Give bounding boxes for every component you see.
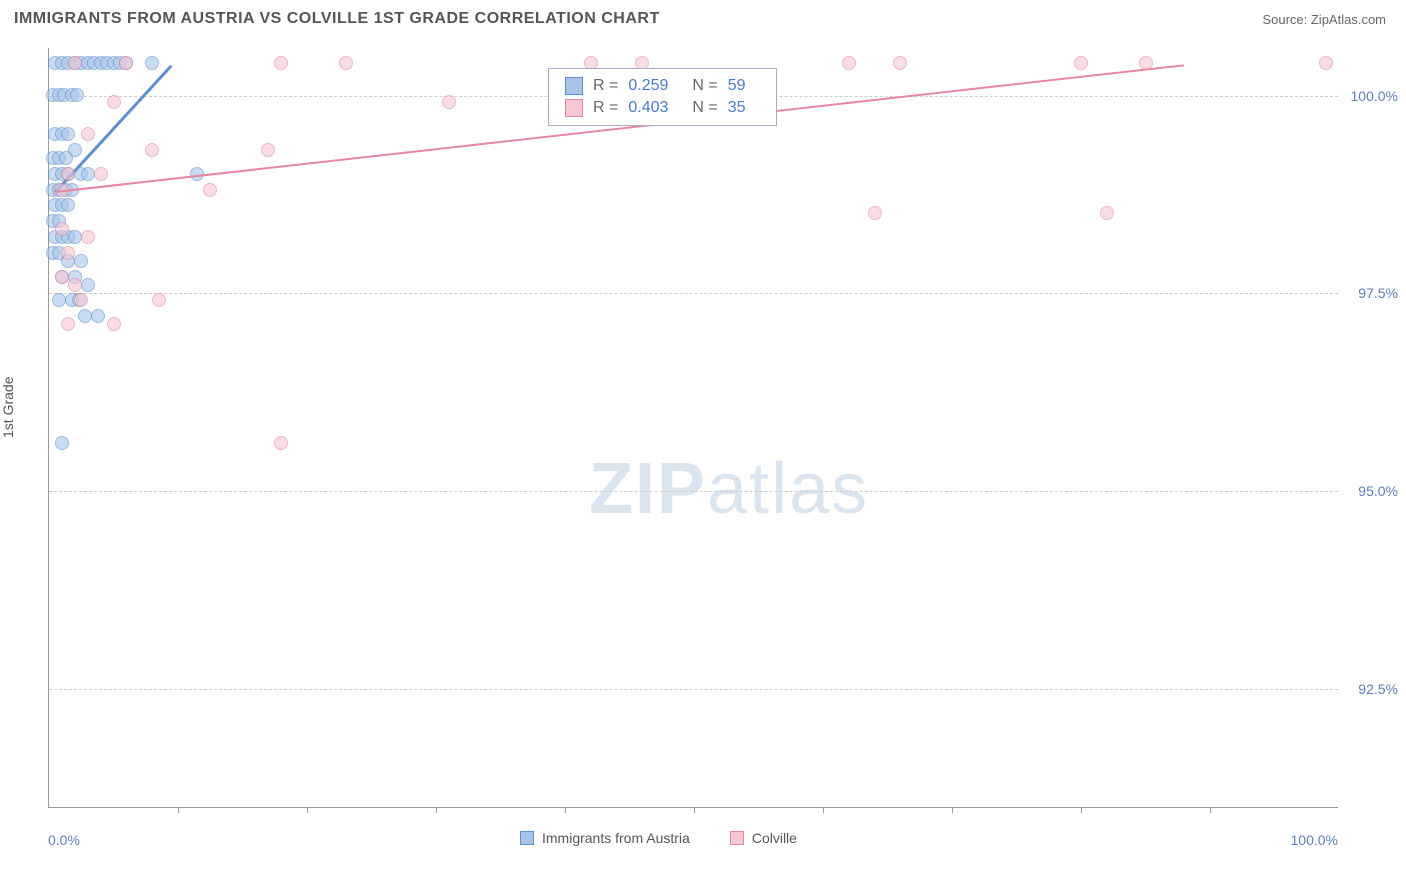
scatter-point (68, 56, 82, 70)
scatter-point (55, 436, 69, 450)
scatter-point (893, 56, 907, 70)
legend-label: Immigrants from Austria (542, 830, 690, 846)
scatter-point (55, 222, 69, 236)
xaxis-max-label: 100.0% (1291, 832, 1338, 848)
scatter-point (61, 198, 75, 212)
watermark-zip: ZIP (589, 449, 707, 529)
chart-title: IMMIGRANTS FROM AUSTRIA VS COLVILLE 1ST … (14, 10, 660, 28)
scatter-point (152, 293, 166, 307)
scatter-point (203, 183, 217, 197)
xtick (823, 807, 824, 813)
stats-r-value: 0.259 (628, 77, 668, 95)
legend-label: Colville (752, 830, 797, 846)
chart-header: IMMIGRANTS FROM AUSTRIA VS COLVILLE 1ST … (0, 0, 1406, 36)
scatter-point (145, 143, 159, 157)
scatter-point (61, 246, 75, 260)
scatter-point (61, 167, 75, 181)
xtick (1081, 807, 1082, 813)
gridline (49, 293, 1338, 294)
xtick (307, 807, 308, 813)
stats-n-value: 59 (728, 77, 746, 95)
ytick-label: 100.0% (1351, 88, 1398, 104)
scatter-point (107, 95, 121, 109)
scatter-point (61, 127, 75, 141)
scatter-point (274, 56, 288, 70)
scatter-point (868, 206, 882, 220)
ytick-label: 97.5% (1358, 285, 1398, 301)
legend-item: Colville (730, 830, 797, 846)
scatter-point (74, 254, 88, 268)
scatter-point (94, 167, 108, 181)
xtick (565, 807, 566, 813)
source-label: Source: ZipAtlas.com (1262, 12, 1386, 27)
scatter-point (68, 278, 82, 292)
scatter-point (52, 293, 66, 307)
gridline (49, 689, 1338, 690)
stats-row: R = 0.259 N = 59 (565, 75, 760, 97)
scatter-point (78, 309, 92, 323)
xtick (1210, 807, 1211, 813)
scatter-point (1100, 206, 1114, 220)
xtick (952, 807, 953, 813)
scatter-point (81, 127, 95, 141)
scatter-point (61, 317, 75, 331)
stats-n-label: N = (692, 99, 717, 117)
xtick (178, 807, 179, 813)
scatter-point (55, 270, 69, 284)
scatter-point (74, 293, 88, 307)
stats-box: R = 0.259 N = 59 R = 0.403 N = 35 (548, 68, 777, 126)
scatter-point (274, 436, 288, 450)
scatter-point (59, 151, 73, 165)
watermark: ZIPatlas (589, 448, 869, 530)
scatter-point (1074, 56, 1088, 70)
scatter-point (68, 230, 82, 244)
scatter-point (81, 167, 95, 181)
scatter-point (842, 56, 856, 70)
chart-plot-area: ZIPatlas 92.5%95.0%97.5%100.0% (48, 48, 1338, 808)
scatter-point (81, 230, 95, 244)
scatter-point (107, 317, 121, 331)
ytick-label: 95.0% (1358, 483, 1398, 499)
stats-r-label: R = (593, 99, 618, 117)
stats-n-value: 35 (728, 99, 746, 117)
watermark-atlas: atlas (707, 449, 869, 529)
stats-swatch (565, 77, 583, 95)
legend-swatch (730, 831, 744, 845)
yaxis-title: 1st Grade (0, 377, 16, 438)
xtick (694, 807, 695, 813)
gridline (49, 491, 1338, 492)
scatter-point (261, 143, 275, 157)
scatter-point (70, 88, 84, 102)
scatter-point (81, 278, 95, 292)
scatter-point (339, 56, 353, 70)
stats-r-value: 0.403 (628, 99, 668, 117)
xaxis-min-label: 0.0% (48, 832, 80, 848)
stats-n-label: N = (692, 77, 717, 95)
stats-row: R = 0.403 N = 35 (565, 97, 760, 119)
legend-swatch (520, 831, 534, 845)
stats-r-label: R = (593, 77, 618, 95)
scatter-point (145, 56, 159, 70)
ytick-label: 92.5% (1358, 681, 1398, 697)
xtick (436, 807, 437, 813)
legend-item: Immigrants from Austria (520, 830, 690, 846)
scatter-point (119, 56, 133, 70)
scatter-point (1319, 56, 1333, 70)
stats-swatch (565, 99, 583, 117)
legend-bottom: Immigrants from Austria Colville (520, 830, 797, 846)
scatter-point (91, 309, 105, 323)
scatter-point (442, 95, 456, 109)
